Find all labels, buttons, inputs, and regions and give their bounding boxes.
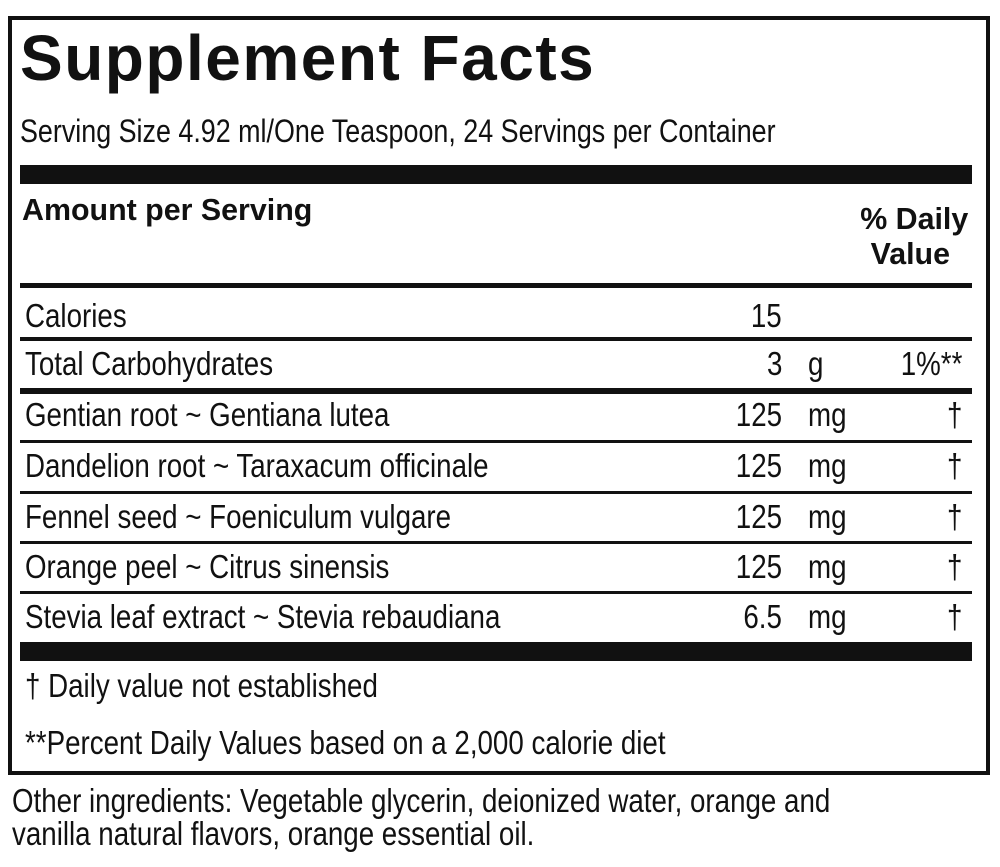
nutrient-daily-value: † [946, 396, 962, 433]
serving-size: Serving Size 4.92 ml/One Teaspoon, 24 Se… [20, 113, 776, 149]
footnote-percent-daily-value: **Percent Daily Values based on a 2,000 … [25, 724, 666, 761]
thick-divider [20, 642, 972, 661]
divider [20, 283, 972, 288]
nutrient-amount: 125 [735, 548, 782, 585]
nutrient-unit: mg [808, 498, 847, 535]
other-ingredients-line1: Other ingredients: Vegetable glycerin, d… [12, 782, 831, 819]
nutrient-name: Fennel seed ~ Foeniculum vulgare [25, 498, 452, 535]
nutrient-daily-value: † [946, 548, 962, 585]
nutrient-amount: 6.5 [743, 598, 782, 635]
divider [20, 541, 972, 544]
divider [20, 591, 972, 594]
nutrient-daily-value: † [946, 498, 962, 535]
divider [20, 440, 972, 443]
divider [20, 491, 972, 494]
nutrient-amount: 125 [735, 498, 782, 535]
nutrient-unit: mg [808, 396, 847, 433]
panel-title: Supplement Facts [20, 22, 596, 94]
nutrient-daily-value: † [946, 598, 962, 635]
divider [20, 388, 972, 394]
daily-value-header-line2: Value [870, 236, 950, 271]
nutrient-amount: 15 [751, 297, 782, 334]
supplement-facts-panel [8, 16, 990, 775]
amount-per-serving-header: Amount per Serving [22, 192, 313, 227]
nutrient-name: Orange peel ~ Citrus sinensis [25, 548, 390, 585]
nutrient-name: Gentian root ~ Gentiana lutea [25, 396, 390, 433]
nutrient-name: Dandelion root ~ Taraxacum officinale [25, 447, 489, 484]
thick-divider [20, 165, 972, 184]
nutrient-name: Calories [25, 297, 127, 334]
divider [20, 337, 972, 341]
nutrient-name: Total Carbohydrates [25, 345, 274, 382]
nutrient-unit: g [808, 345, 824, 382]
nutrient-name: Stevia leaf extract ~ Stevia rebaudiana [25, 598, 501, 635]
nutrient-amount: 125 [735, 396, 782, 433]
footnote-dagger: † Daily value not established [25, 667, 378, 704]
daily-value-header-line1: % Daily [859, 201, 968, 236]
nutrient-daily-value: † [946, 447, 962, 484]
nutrient-amount: 3 [766, 345, 782, 382]
nutrient-unit: mg [808, 598, 847, 635]
nutrient-unit: mg [808, 548, 847, 585]
nutrient-daily-value: 1%** [900, 345, 962, 382]
nutrient-unit: mg [808, 447, 847, 484]
other-ingredients-line2: vanilla natural flavors, orange essentia… [12, 815, 535, 852]
nutrient-amount: 125 [735, 447, 782, 484]
